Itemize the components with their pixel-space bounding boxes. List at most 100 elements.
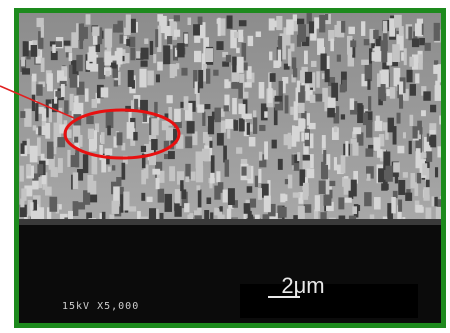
texture-grain bbox=[434, 197, 437, 207]
texture-grain bbox=[213, 70, 218, 76]
texture-grain bbox=[373, 30, 379, 39]
texture-grain bbox=[410, 173, 415, 188]
texture-grain bbox=[49, 197, 57, 212]
texture-grain bbox=[39, 177, 43, 188]
texture-grain bbox=[383, 184, 389, 190]
texture-grain bbox=[45, 187, 52, 196]
texture-grain bbox=[188, 18, 192, 25]
texture-grain bbox=[106, 71, 110, 77]
texture-grain bbox=[21, 143, 25, 154]
texture-grain bbox=[232, 82, 237, 88]
texture-grain bbox=[196, 151, 203, 168]
texture-grain bbox=[311, 61, 316, 67]
texture-grain bbox=[338, 197, 344, 209]
texture-grain bbox=[156, 74, 160, 82]
texture-grain bbox=[319, 15, 325, 32]
texture-grain bbox=[416, 148, 421, 164]
texture-grain bbox=[51, 169, 58, 177]
texture-grain bbox=[70, 94, 74, 111]
texture-grain bbox=[227, 15, 233, 28]
texture-grain bbox=[143, 113, 147, 122]
texture-grain bbox=[297, 19, 304, 25]
texture-grain bbox=[253, 117, 257, 134]
texture-grain bbox=[217, 133, 224, 145]
texture-grain bbox=[120, 194, 123, 212]
texture-grain bbox=[32, 74, 37, 82]
texture-grain bbox=[226, 55, 231, 62]
texture-grain bbox=[198, 189, 202, 207]
texture-grain bbox=[410, 84, 416, 96]
texture-grain bbox=[30, 146, 38, 163]
texture-grain bbox=[375, 121, 383, 131]
texture-grain bbox=[89, 195, 97, 203]
texture-grain bbox=[415, 73, 419, 83]
texture-grain bbox=[350, 98, 354, 110]
texture-grain bbox=[247, 123, 250, 135]
texture-grain bbox=[222, 61, 229, 66]
texture-grain bbox=[241, 167, 246, 176]
texture-grain bbox=[292, 57, 296, 68]
texture-grain bbox=[42, 108, 46, 121]
texture-grain bbox=[341, 155, 346, 173]
surface-edge bbox=[19, 219, 441, 225]
texture-grain bbox=[406, 70, 412, 82]
texture-grain bbox=[194, 51, 201, 62]
texture-grain bbox=[147, 71, 154, 86]
texture-grain bbox=[214, 186, 220, 200]
texture-grain bbox=[211, 155, 215, 173]
texture-grain bbox=[126, 39, 130, 46]
texture-grain bbox=[214, 208, 219, 216]
texture-grain bbox=[250, 199, 256, 208]
texture-grain bbox=[304, 51, 308, 65]
texture-grain bbox=[234, 32, 239, 38]
texture-grain bbox=[107, 126, 111, 136]
texture-grain bbox=[116, 48, 122, 65]
texture-grain bbox=[285, 179, 288, 184]
texture-grain bbox=[322, 88, 328, 102]
texture-grain bbox=[101, 132, 105, 144]
texture-grain bbox=[157, 62, 163, 71]
texture-grain bbox=[236, 147, 242, 153]
texture-grain bbox=[105, 148, 113, 155]
texture-grain bbox=[21, 57, 25, 66]
texture-grain bbox=[224, 105, 229, 111]
texture-grain bbox=[75, 149, 79, 167]
texture-grain bbox=[244, 82, 251, 87]
texture-grain bbox=[214, 108, 220, 123]
texture-grain bbox=[57, 137, 65, 147]
texture-grain bbox=[421, 110, 426, 116]
texture-grain bbox=[394, 15, 402, 28]
texture-grain bbox=[315, 94, 323, 102]
texture-grain bbox=[310, 95, 316, 103]
texture-grain bbox=[175, 189, 180, 203]
texture-grain bbox=[57, 70, 64, 82]
texture-grain bbox=[119, 35, 123, 44]
texture-grain bbox=[397, 113, 401, 124]
texture-grain bbox=[196, 185, 200, 190]
texture-grain bbox=[88, 129, 94, 139]
texture-grain bbox=[303, 183, 309, 196]
texture-grain bbox=[23, 41, 29, 56]
texture-grain bbox=[184, 96, 189, 110]
texture-grain bbox=[114, 80, 118, 86]
texture-grain bbox=[258, 169, 261, 183]
texture-grain bbox=[153, 54, 156, 63]
texture-grain bbox=[126, 14, 131, 33]
texture-grain bbox=[334, 25, 340, 37]
texture-grain bbox=[234, 120, 239, 131]
texture-grain bbox=[322, 165, 328, 179]
texture-grain bbox=[325, 14, 328, 20]
texture-grain bbox=[334, 126, 337, 132]
texture-grain bbox=[52, 45, 56, 53]
texture-grain bbox=[167, 36, 172, 44]
texture-grain bbox=[374, 197, 381, 209]
texture-grain bbox=[247, 186, 253, 193]
texture-grain bbox=[32, 181, 38, 190]
texture-grain bbox=[191, 172, 196, 181]
texture-grain bbox=[373, 137, 380, 151]
texture-grain bbox=[249, 137, 256, 146]
texture-grain bbox=[434, 23, 440, 41]
texture-grain bbox=[303, 155, 310, 161]
texture-grain bbox=[341, 21, 345, 33]
texture-grain bbox=[74, 96, 78, 104]
